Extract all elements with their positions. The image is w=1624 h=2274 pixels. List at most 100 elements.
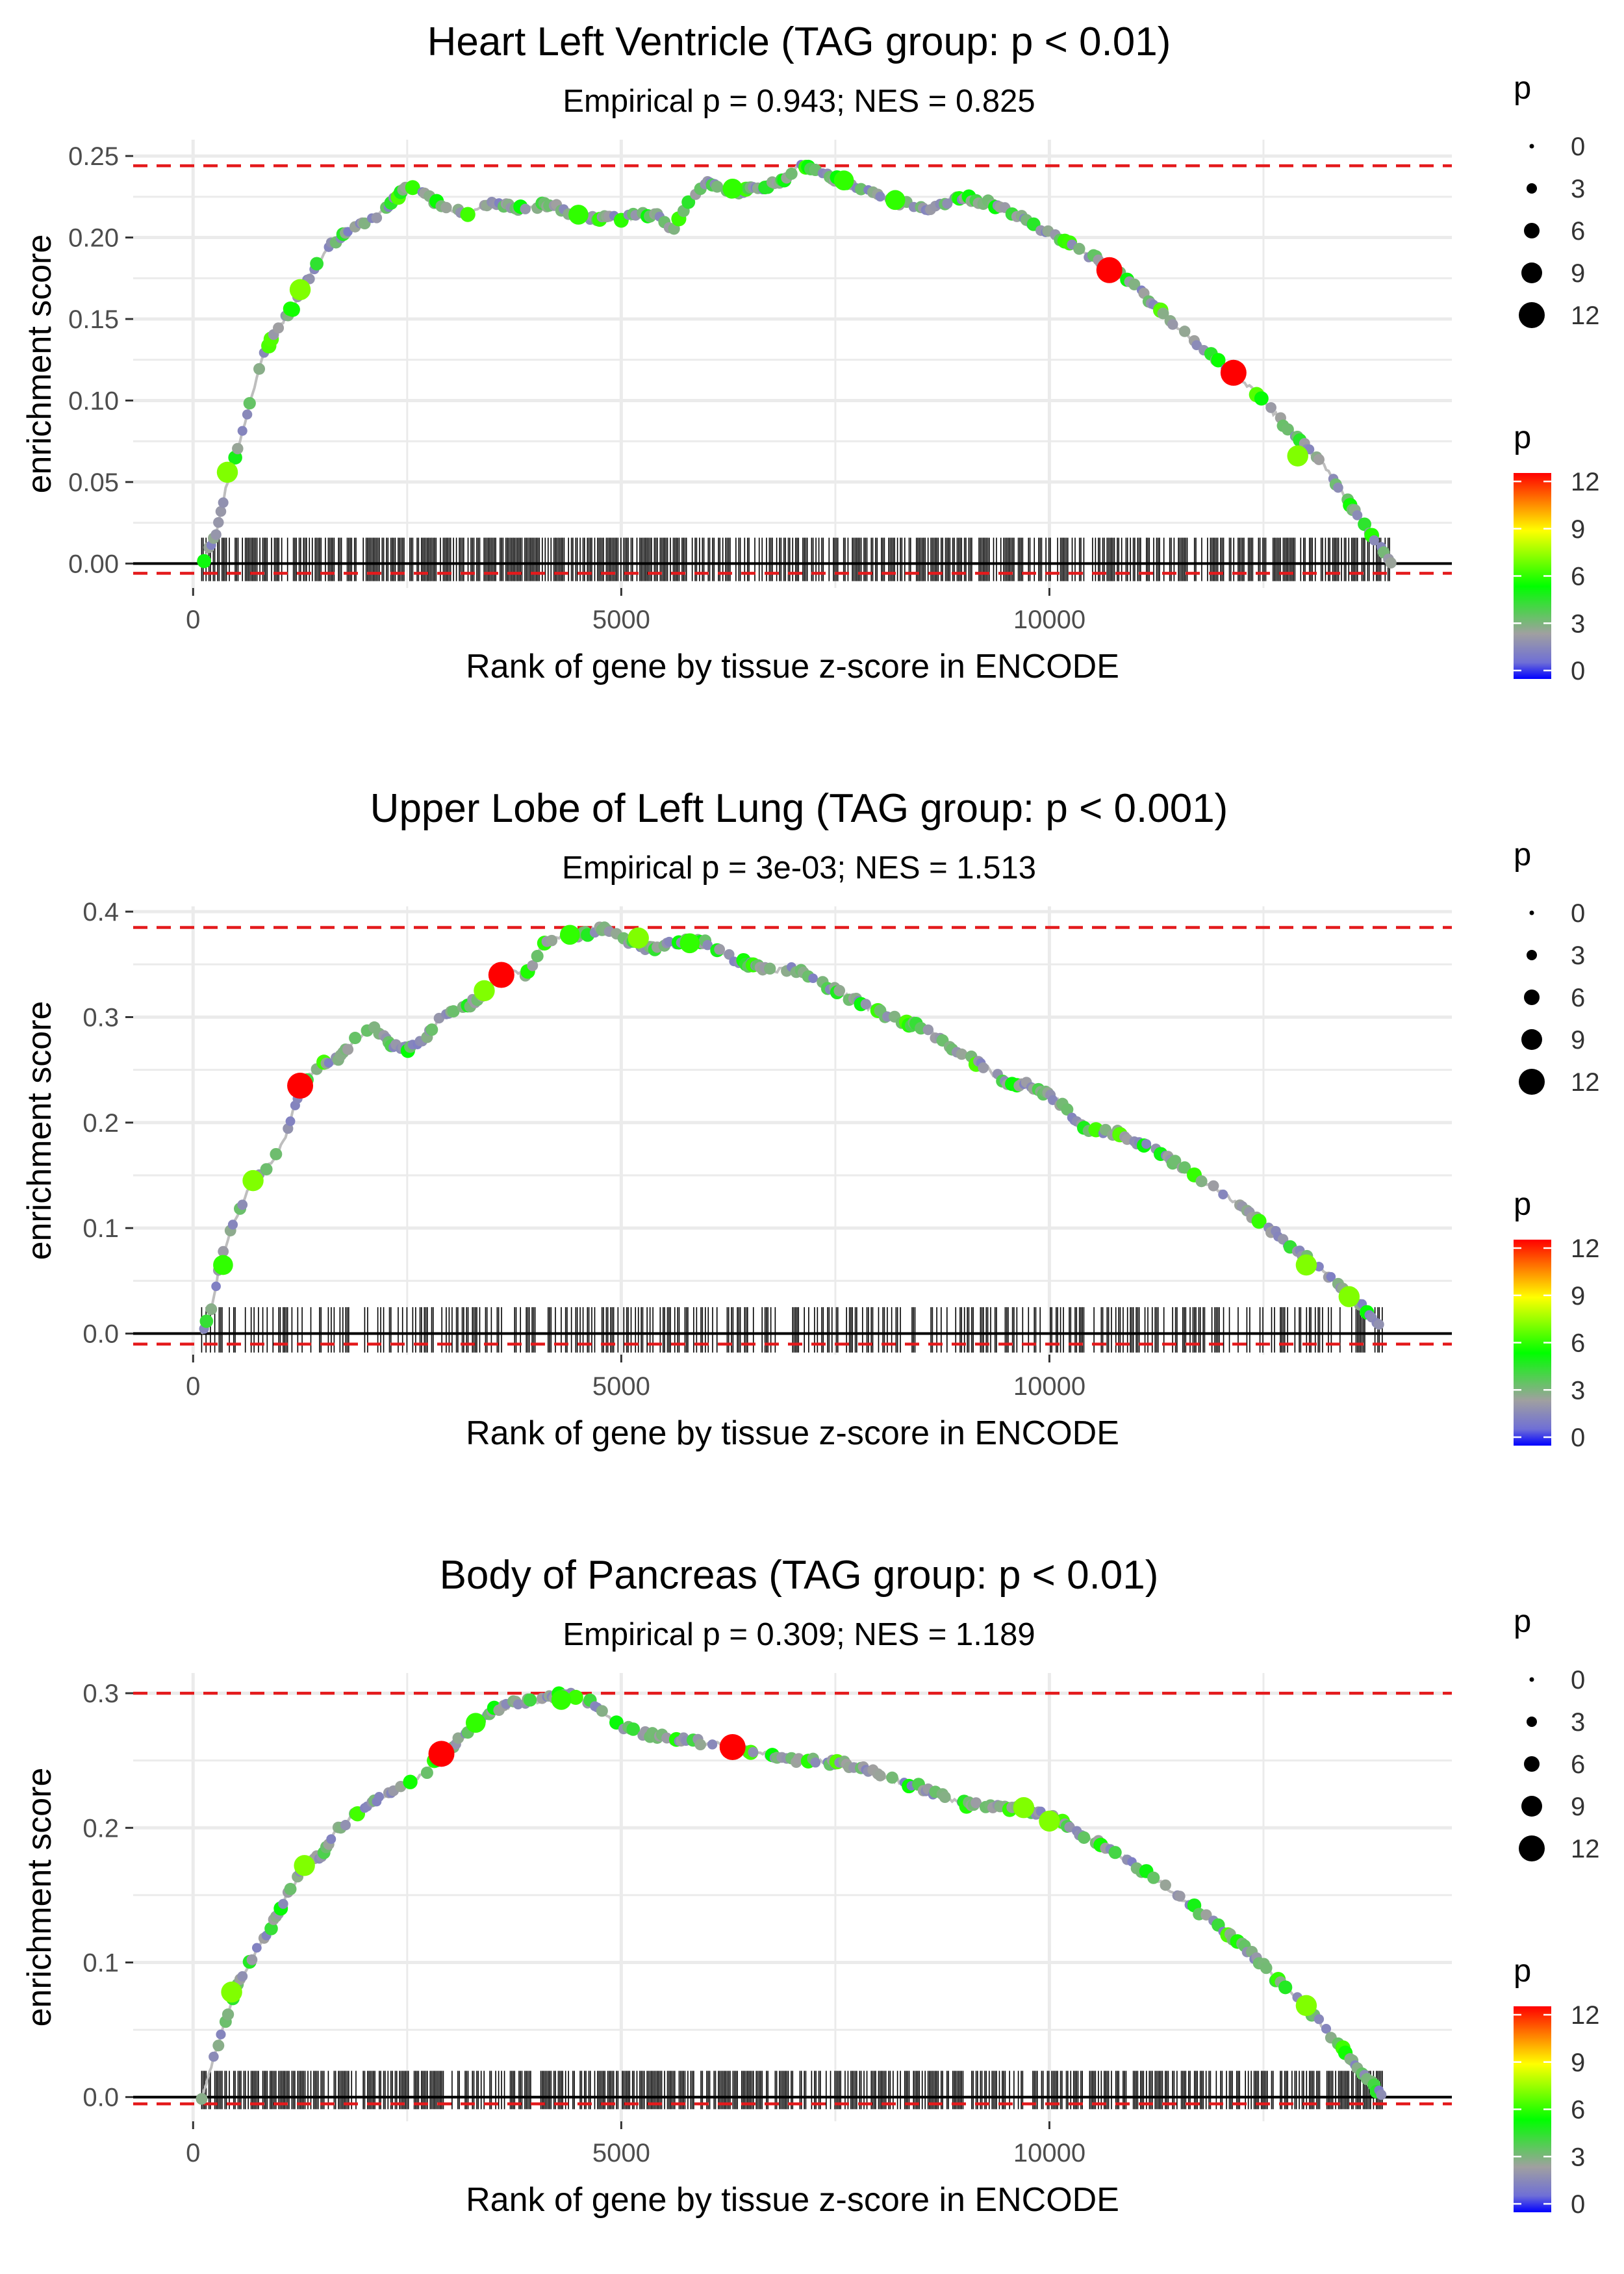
size-legend-key xyxy=(1519,1835,1545,1861)
curve-point xyxy=(1141,1139,1152,1149)
curve-point xyxy=(270,1147,283,1160)
curve-point xyxy=(922,1024,934,1036)
curve-point xyxy=(284,1883,297,1895)
curve-point xyxy=(714,943,726,955)
y-axis-title: enrichment score xyxy=(21,1768,58,2027)
curve-point xyxy=(326,1834,336,1845)
size-legend-key xyxy=(1527,950,1537,960)
curve-point xyxy=(237,426,247,436)
highlight-point xyxy=(722,178,743,199)
highlight-point xyxy=(551,1690,572,1710)
color-legend-label: 9 xyxy=(1571,2049,1585,2077)
size-legend: p 0 3 6 9 12 xyxy=(1514,837,1600,1097)
highlight-point xyxy=(719,1733,746,1760)
highlight-point xyxy=(488,962,514,988)
x-tick-label: 5000 xyxy=(592,606,650,634)
curve-point xyxy=(1073,242,1085,255)
chart-subtitle: Empirical p = 3e-03; NES = 1.513 xyxy=(562,850,1036,886)
size-legend-label: 0 xyxy=(1571,133,1585,161)
color-legend-label: 9 xyxy=(1571,515,1585,544)
size-legend-key xyxy=(1521,262,1542,283)
chart-panel: Heart Left Ventricle (TAG group: p < 0.0… xyxy=(21,19,1600,685)
curve-points xyxy=(197,159,1397,568)
curve-point xyxy=(1108,1846,1122,1859)
x-tick-label: 0 xyxy=(186,606,200,634)
curve-point xyxy=(243,397,256,410)
x-tick-label: 5000 xyxy=(592,2139,650,2167)
size-legend-label: 0 xyxy=(1571,899,1585,928)
curve-point xyxy=(681,195,696,209)
highlight-point xyxy=(213,1255,233,1275)
curve-point xyxy=(212,2039,225,2052)
curve-points xyxy=(199,921,1384,1334)
color-legend-label: 12 xyxy=(1571,1234,1600,1263)
color-legend: p 0 3 6 9 12 xyxy=(1514,1954,1600,2219)
curve-point xyxy=(1208,1180,1219,1192)
curve-point xyxy=(1160,1879,1171,1891)
color-legend-label: 3 xyxy=(1571,2143,1585,2171)
color-legend-label: 12 xyxy=(1571,2001,1600,2030)
curve-point xyxy=(523,1693,537,1707)
curve-point xyxy=(1061,1103,1074,1116)
size-legend-title: p xyxy=(1514,1604,1531,1639)
size-legend-key xyxy=(1529,910,1534,915)
x-axis-title: Rank of gene by tissue z-score in ENCODE xyxy=(466,1414,1119,1452)
x-axis-title: Rank of gene by tissue z-score in ENCODE xyxy=(466,648,1119,685)
curve-point xyxy=(886,1771,898,1784)
size-legend-key xyxy=(1519,302,1545,328)
size-legend: p 0 3 6 9 12 xyxy=(1514,1604,1600,1863)
curve-point xyxy=(1128,278,1141,290)
curve-point xyxy=(213,517,224,528)
highlight-point xyxy=(1295,1254,1317,1276)
curve-point xyxy=(1251,1214,1267,1229)
color-legend-title: p xyxy=(1514,420,1531,455)
curve-point xyxy=(246,1954,258,1965)
curve-point xyxy=(273,322,285,334)
chart-subtitle: Empirical p = 0.309; NES = 1.189 xyxy=(563,1617,1035,1652)
highlight-point xyxy=(679,933,700,954)
highlight-point xyxy=(1220,359,1247,386)
curve-point xyxy=(1369,535,1380,546)
y-axis-title: enrichment score xyxy=(21,235,58,494)
size-legend-label: 3 xyxy=(1571,175,1585,203)
curve-point xyxy=(211,1281,221,1292)
curve-point xyxy=(1385,557,1397,568)
curve-point xyxy=(702,939,713,951)
curve-point xyxy=(285,1116,296,1127)
curve-point xyxy=(707,1739,718,1750)
x-tick-label: 0 xyxy=(186,1372,200,1401)
color-legend-label: 6 xyxy=(1571,2096,1585,2125)
curve-point xyxy=(425,1023,438,1036)
curve-point xyxy=(1178,1161,1191,1174)
x-tick-label: 5000 xyxy=(592,1372,650,1401)
chart-subtitle: Empirical p = 0.943; NES = 0.825 xyxy=(563,84,1035,119)
curve-point xyxy=(232,442,244,455)
highlight-point xyxy=(287,1073,314,1099)
color-legend: p 0 3 6 9 12 xyxy=(1514,1187,1600,1452)
curve-point xyxy=(374,1792,385,1802)
curve-point xyxy=(1147,1871,1160,1884)
chart-panel: Body of Pancreas (TAG group: p < 0.01) Em… xyxy=(21,1553,1600,2219)
curve-point xyxy=(860,999,871,1010)
chart-title: Body of Pancreas (TAG group: p < 0.01) xyxy=(440,1553,1159,1598)
highlight-point xyxy=(294,1855,315,1876)
y-tick-label: 0.10 xyxy=(68,387,119,415)
curve-point xyxy=(748,1746,759,1757)
x-tick-label: 10000 xyxy=(1013,2139,1085,2167)
y-tick-label: 0.3 xyxy=(82,1680,119,1708)
color-legend-title: p xyxy=(1514,1954,1531,1989)
x-tick-label: 10000 xyxy=(1013,1372,1085,1401)
curve-point xyxy=(209,2051,219,2062)
color-legend-label: 0 xyxy=(1571,1424,1585,1452)
curve-point xyxy=(1278,1980,1293,1995)
highlight-point xyxy=(1338,1286,1360,1307)
y-tick-label: 0.0 xyxy=(82,1320,119,1349)
x-tick-label: 10000 xyxy=(1013,606,1085,634)
size-legend-key xyxy=(1524,223,1540,238)
curve-point xyxy=(1358,517,1371,531)
curve-point xyxy=(310,257,324,271)
curve-point xyxy=(942,198,953,209)
curve-point xyxy=(260,1163,273,1176)
curve-point xyxy=(222,2008,235,2021)
